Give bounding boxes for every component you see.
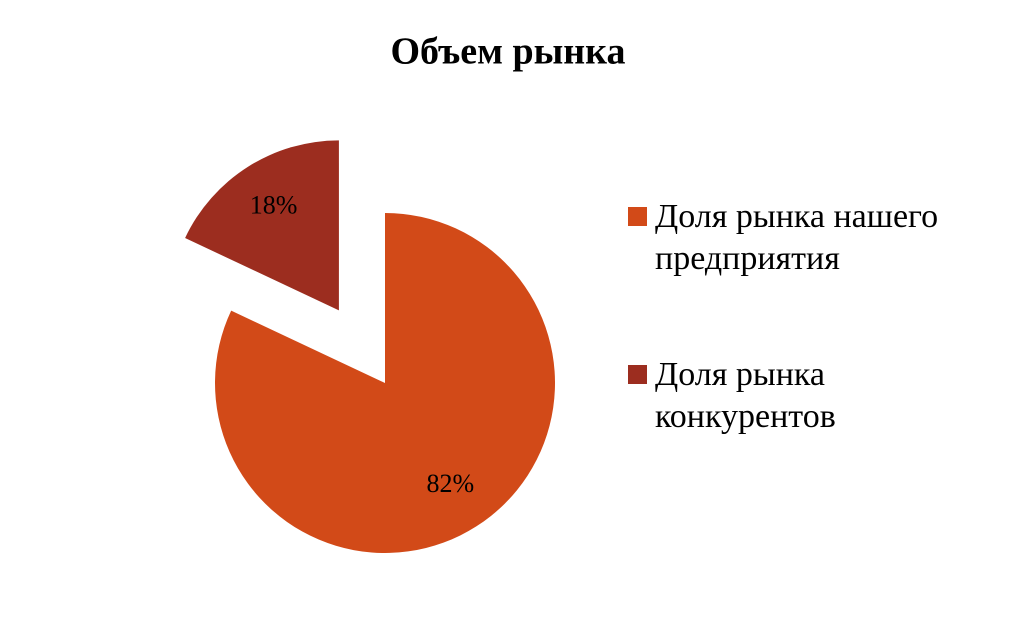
pie-slice	[214, 213, 555, 554]
chart-title: Объем рынка	[390, 31, 625, 73]
pie-slice	[185, 140, 339, 311]
legend-item: Доля рынка нашего предприятия	[628, 196, 998, 280]
data-label: 18%	[250, 190, 298, 219]
legend-swatch	[628, 207, 647, 226]
data-label: 82%	[427, 469, 475, 498]
legend-swatch	[628, 365, 647, 384]
legend-label: Доля рынка нашего предприятия	[655, 198, 939, 277]
legend-label: Доля рынка конкурентов	[655, 356, 836, 435]
legend-item: Доля рынка конкурентов	[628, 354, 998, 438]
